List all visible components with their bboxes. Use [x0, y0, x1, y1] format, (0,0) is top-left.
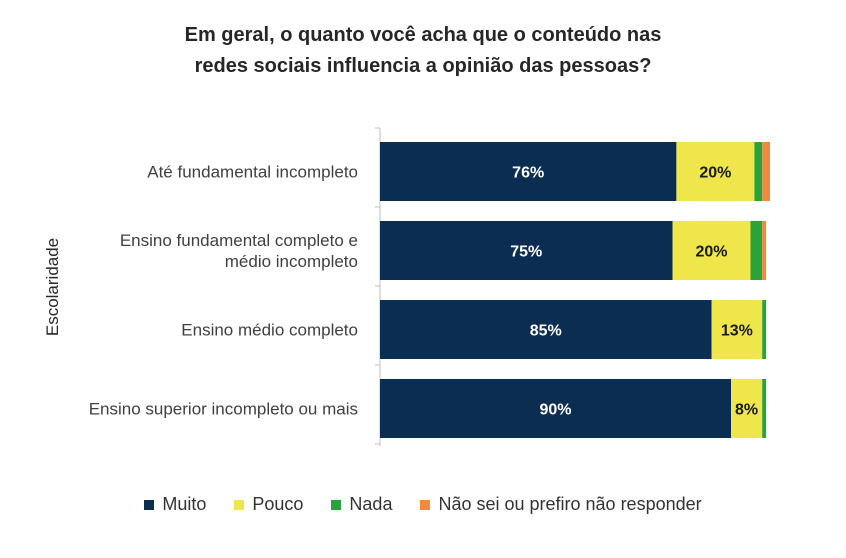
bar-segment-pouco — [676, 142, 755, 201]
bar-segment-nada — [750, 221, 763, 280]
legend-swatch — [420, 499, 431, 510]
bar-segment-muito — [380, 221, 673, 280]
bar-segment-nada — [762, 300, 767, 359]
category-label: Ensino médio completo — [181, 321, 358, 340]
chart-legend: Muito Pouco Nada Não sei ou prefiro não res… — [0, 494, 846, 515]
legend-item: Não sei ou prefiro não responder — [420, 494, 702, 515]
chart-title-line-2: redes sociais influencia a opinião das p… — [194, 55, 652, 77]
category-label: Ensino fundamental completo e — [120, 231, 358, 250]
bar-segment-muito — [380, 300, 712, 359]
legend-item: Muito — [144, 494, 206, 515]
y-axis-title: Escolaridade — [43, 238, 62, 336]
bar-segment-não — [762, 142, 770, 201]
data-label: 20% — [699, 165, 731, 182]
bar-segment-pouco — [672, 221, 751, 280]
bar-segment-pouco — [711, 300, 763, 359]
category-label: médio incompleto — [225, 252, 358, 271]
legend-label: Muito — [162, 494, 207, 514]
data-label: 20% — [695, 244, 727, 261]
legend-item: Pouco — [234, 494, 303, 515]
legend-item: Nada — [331, 494, 392, 515]
bar-segment-muito — [380, 142, 677, 201]
legend-swatch — [234, 499, 245, 510]
bar-segment-não — [762, 221, 767, 280]
data-label: 8% — [735, 402, 758, 419]
legend-label: Não sei ou prefiro não responder — [438, 494, 702, 514]
data-label: 75% — [510, 244, 542, 261]
data-label: 76% — [512, 165, 544, 182]
chart-title-line-1: Em geral, o quanto você acha que o conte… — [184, 24, 662, 46]
category-label: Ensino superior incompleto ou mais — [89, 400, 358, 419]
data-label: 13% — [721, 323, 753, 340]
legend-label: Pouco — [252, 494, 304, 514]
legend-label: Nada — [349, 494, 393, 514]
bar-segment-nada — [754, 142, 763, 201]
bar-segment-muito — [380, 379, 731, 438]
data-label: 90% — [539, 402, 571, 419]
legend-swatch — [331, 499, 342, 510]
legend-swatch — [144, 499, 155, 510]
bar-segment-nada — [762, 379, 767, 438]
bar-segment-pouco — [731, 379, 763, 438]
chart-title: Em geral, o quanto você acha que o conte… — [0, 20, 846, 82]
data-label: 85% — [530, 323, 562, 340]
category-label: Até fundamental incompleto — [147, 163, 358, 182]
